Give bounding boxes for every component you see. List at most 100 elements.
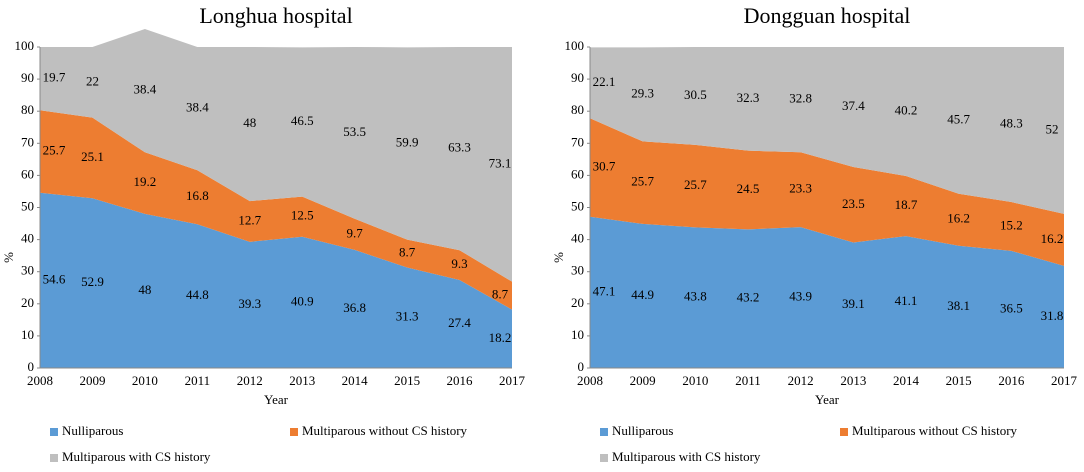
data-label: 8.7 xyxy=(399,245,416,260)
data-label: 38.4 xyxy=(186,100,209,115)
data-label: 23.3 xyxy=(789,181,812,196)
legend-swatch xyxy=(290,428,298,436)
data-label: 43.2 xyxy=(737,290,760,305)
x-tick-label: 2008 xyxy=(27,373,53,388)
x-axis-label: Year xyxy=(815,392,840,407)
chart-title: Dongguan hospital xyxy=(744,3,911,28)
data-label: 63.3 xyxy=(448,140,471,155)
data-label: 36.8 xyxy=(343,300,366,315)
legend-swatch xyxy=(50,428,58,436)
y-tick-label: 50 xyxy=(571,198,584,213)
y-axis-label: % xyxy=(551,252,566,263)
data-label: 36.5 xyxy=(1000,300,1023,315)
y-tick-label: 100 xyxy=(565,38,585,53)
data-label: 16.2 xyxy=(1041,231,1064,246)
data-label: 25.7 xyxy=(631,174,654,189)
data-label: 40.2 xyxy=(895,103,918,118)
data-label: 48 xyxy=(138,282,151,297)
y-tick-label: 10 xyxy=(571,327,584,342)
data-label: 18.7 xyxy=(895,197,918,212)
area xyxy=(590,47,1064,214)
x-tick-label: 2010 xyxy=(682,373,708,388)
y-tick-label: 0 xyxy=(28,359,35,374)
data-label: 27.4 xyxy=(448,315,471,330)
data-label: 32.3 xyxy=(737,90,760,105)
x-tick-label: 2013 xyxy=(289,373,315,388)
y-tick-label: 90 xyxy=(21,70,34,85)
x-tick-label: 2014 xyxy=(342,373,369,388)
data-label: 45.7 xyxy=(947,111,970,126)
legend-label: Multiparous with CS history xyxy=(612,449,761,464)
x-tick-label: 2011 xyxy=(735,373,761,388)
data-label: 48 xyxy=(243,115,256,130)
y-tick-label: 60 xyxy=(571,166,584,181)
data-label: 16.8 xyxy=(186,188,209,203)
data-label: 44.8 xyxy=(186,287,209,302)
data-label: 39.3 xyxy=(238,296,261,311)
data-label: 52 xyxy=(1046,121,1059,136)
data-label: 41.1 xyxy=(895,293,918,308)
data-label: 39.1 xyxy=(842,296,865,311)
x-tick-label: 2017 xyxy=(499,373,526,388)
y-tick-label: 0 xyxy=(578,359,585,374)
x-tick-label: 2008 xyxy=(577,373,603,388)
data-label: 54.6 xyxy=(43,271,66,286)
data-label: 30.5 xyxy=(684,87,707,102)
data-label: 12.5 xyxy=(291,208,314,223)
y-tick-label: 40 xyxy=(21,231,34,246)
x-tick-label: 2009 xyxy=(630,373,656,388)
legend-swatch xyxy=(600,428,608,436)
y-tick-label: 60 xyxy=(21,166,34,181)
x-tick-label: 2016 xyxy=(447,373,474,388)
x-tick-label: 2011 xyxy=(185,373,211,388)
data-label: 31.8 xyxy=(1041,308,1064,323)
x-tick-label: 2015 xyxy=(394,373,420,388)
data-label: 32.8 xyxy=(789,91,812,106)
data-label: 19.7 xyxy=(43,70,66,85)
y-tick-label: 30 xyxy=(21,263,34,278)
data-label: 37.4 xyxy=(842,98,865,113)
legend-label: Multiparous without CS history xyxy=(302,423,468,438)
y-tick-label: 20 xyxy=(21,295,34,310)
legend-swatch xyxy=(600,454,608,462)
x-axis-label: Year xyxy=(264,392,289,407)
data-label: 30.7 xyxy=(593,159,616,174)
data-label: 43.8 xyxy=(684,289,707,304)
x-tick-label: 2014 xyxy=(893,373,920,388)
y-tick-label: 20 xyxy=(571,295,584,310)
y-tick-label: 80 xyxy=(21,102,34,117)
legend-label: Multiparous without CS history xyxy=(852,423,1018,438)
data-label: 23.5 xyxy=(842,196,865,211)
data-label: 47.1 xyxy=(593,283,616,298)
area xyxy=(40,110,512,310)
legend-swatch xyxy=(50,454,58,462)
x-tick-label: 2010 xyxy=(132,373,158,388)
data-label: 16.2 xyxy=(947,211,970,226)
data-label: 25.1 xyxy=(81,149,104,164)
data-label: 38.1 xyxy=(947,298,970,313)
x-tick-label: 2017 xyxy=(1051,373,1078,388)
x-tick-label: 2016 xyxy=(998,373,1025,388)
data-label: 31.3 xyxy=(396,309,419,324)
legend-label: Multiparous with CS history xyxy=(62,449,211,464)
x-tick-label: 2012 xyxy=(788,373,814,388)
data-label: 22 xyxy=(86,73,99,88)
data-label: 9.7 xyxy=(347,225,364,240)
y-tick-label: 50 xyxy=(21,198,34,213)
legend-label: Nulliparous xyxy=(612,423,673,438)
y-axis-label: % xyxy=(1,252,16,263)
x-tick-label: 2013 xyxy=(840,373,866,388)
area xyxy=(590,118,1064,266)
data-label: 40.9 xyxy=(291,293,314,308)
y-tick-label: 40 xyxy=(571,231,584,246)
data-label: 43.9 xyxy=(789,289,812,304)
y-tick-label: 70 xyxy=(571,134,584,149)
y-tick-label: 100 xyxy=(15,38,35,53)
data-label: 52.9 xyxy=(81,274,104,289)
data-label: 19.2 xyxy=(134,174,157,189)
data-label: 44.9 xyxy=(631,287,654,302)
legend-label: Nulliparous xyxy=(62,423,123,438)
data-label: 8.7 xyxy=(492,287,509,302)
area xyxy=(40,29,512,282)
